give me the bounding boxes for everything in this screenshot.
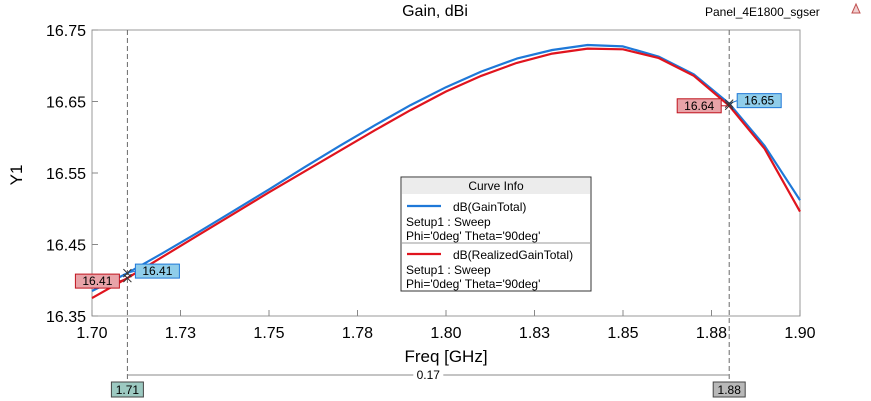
series-layer (91, 43, 801, 300)
marker-x-box (110, 381, 144, 398)
x-tick-label: 1.88 (696, 325, 727, 342)
marker-value-box (736, 93, 782, 109)
marker-value-box (74, 273, 120, 289)
x-tick-label: 1.75 (253, 325, 284, 342)
realized-gain-curve (91, 47, 801, 300)
x-tick-label: 1.90 (784, 325, 815, 342)
marker-value-box (134, 263, 180, 279)
marker-point (123, 273, 132, 283)
chart-title: Gain, dBi (402, 3, 468, 20)
marker-value-label: 16.64 (684, 99, 714, 113)
marker-x-label: 1.71 (116, 383, 140, 397)
marker-point (724, 101, 734, 111)
x-axis-label: Freq [GHz] (404, 347, 487, 366)
legend-angle-text: Phi='0deg' Theta='90deg' (406, 229, 540, 243)
legend-header (402, 178, 590, 194)
legend-setup-text: Setup1 : Sweep (406, 215, 491, 229)
y-tick-label: 16.55 (46, 166, 86, 183)
gain-total-curve (91, 43, 801, 292)
y-tick-label: 16.75 (46, 23, 86, 40)
delta-label: 0.17 (417, 368, 441, 382)
markers-layer[interactable]: 1.71 16.41 16.41 1.88 16.65 16.64 0.17 (74, 30, 782, 398)
axes-layer: 16.35 16.45 16.55 16.65 16.75 1.70 1.73 1.75 1.7… (46, 23, 816, 342)
legend-angle-text: Phi='0deg' Theta='90deg' (406, 277, 540, 291)
y-tick-label: 16.45 (46, 238, 86, 255)
marker-leader (127, 270, 136, 274)
x-tick-label: 1.70 (76, 325, 107, 342)
y-tick-label: 16.35 (46, 309, 86, 326)
x-tick-label: 1.85 (607, 325, 638, 342)
legend-series-name: dB(RealizedGainTotal) (453, 248, 573, 262)
y-axis-label: Y1 (7, 165, 26, 186)
legend-title: Curve Info (468, 179, 524, 193)
marker-point (724, 99, 734, 108)
x-tick-label: 1.73 (165, 325, 196, 342)
marker-value-box (676, 98, 722, 114)
marker-value-label: 16.41 (142, 264, 172, 278)
legend-series-name: dB(GainTotal) (453, 200, 526, 214)
x-tick-label: 1.78 (342, 325, 373, 342)
y-tick-label: 16.65 (46, 95, 86, 112)
legend-setup-text: Setup1 : Sweep (406, 263, 491, 277)
project-flag-icon[interactable] (851, 2, 861, 14)
marker-value-label: 16.41 (82, 274, 112, 288)
marker-leader (119, 277, 128, 282)
delta-label-bg (413, 367, 444, 381)
legend-box (400, 176, 592, 292)
x-tick-label: 1.80 (430, 325, 461, 342)
marker-x-label: 1.88 (718, 383, 742, 397)
marker-x-box (712, 381, 746, 398)
project-label: Panel_4E1800_sgser (705, 5, 820, 19)
marker-value-label: 16.65 (744, 94, 774, 108)
x-tick-label: 1.83 (519, 325, 550, 342)
